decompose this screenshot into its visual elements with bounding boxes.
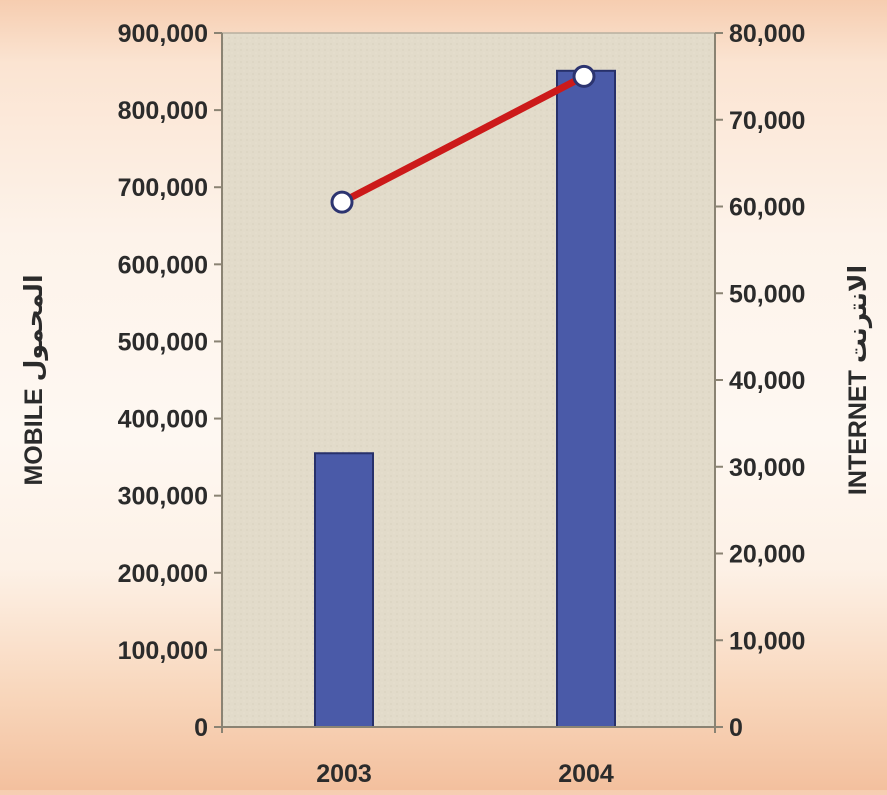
right-tick-label: 60,000 xyxy=(729,194,805,222)
right-tick-label: 80,000 xyxy=(729,20,805,48)
left-tick-label: 800,000 xyxy=(118,97,208,125)
left-tick-label: 100,000 xyxy=(118,637,208,665)
plot-area xyxy=(221,32,716,728)
left-tick-label: 400,000 xyxy=(118,406,208,434)
bar-mobile-2004 xyxy=(556,69,616,729)
left-axis-title: MOBILE المحمول xyxy=(20,274,49,485)
right-axis-title: INTERNET الانترنت xyxy=(844,265,873,495)
right-tick-label: 40,000 xyxy=(729,367,805,395)
left-tick-label: 500,000 xyxy=(118,328,208,356)
right-tick-label: 20,000 xyxy=(729,541,805,569)
right-tick-label: 30,000 xyxy=(729,454,805,482)
right-tick-label: 10,000 xyxy=(729,627,805,655)
left-tick-label: 900,000 xyxy=(118,20,208,48)
left-tick-label: 300,000 xyxy=(118,483,208,511)
x-tick-label-2004: 2004 xyxy=(558,760,614,788)
left-tick-label: 600,000 xyxy=(118,251,208,279)
right-tick-label: 50,000 xyxy=(729,280,805,308)
point-internet-2004 xyxy=(572,64,596,88)
x-tick-label-2003: 2003 xyxy=(316,760,372,788)
right-tick-label: 0 xyxy=(729,714,743,742)
left-tick-label: 0 xyxy=(194,714,208,742)
internet-line xyxy=(338,72,588,206)
point-internet-2003 xyxy=(330,190,354,214)
right-tick-label: 70,000 xyxy=(729,107,805,135)
bar-mobile-2003 xyxy=(314,452,374,728)
left-tick-label: 700,000 xyxy=(118,174,208,202)
left-tick-label: 200,000 xyxy=(118,560,208,588)
